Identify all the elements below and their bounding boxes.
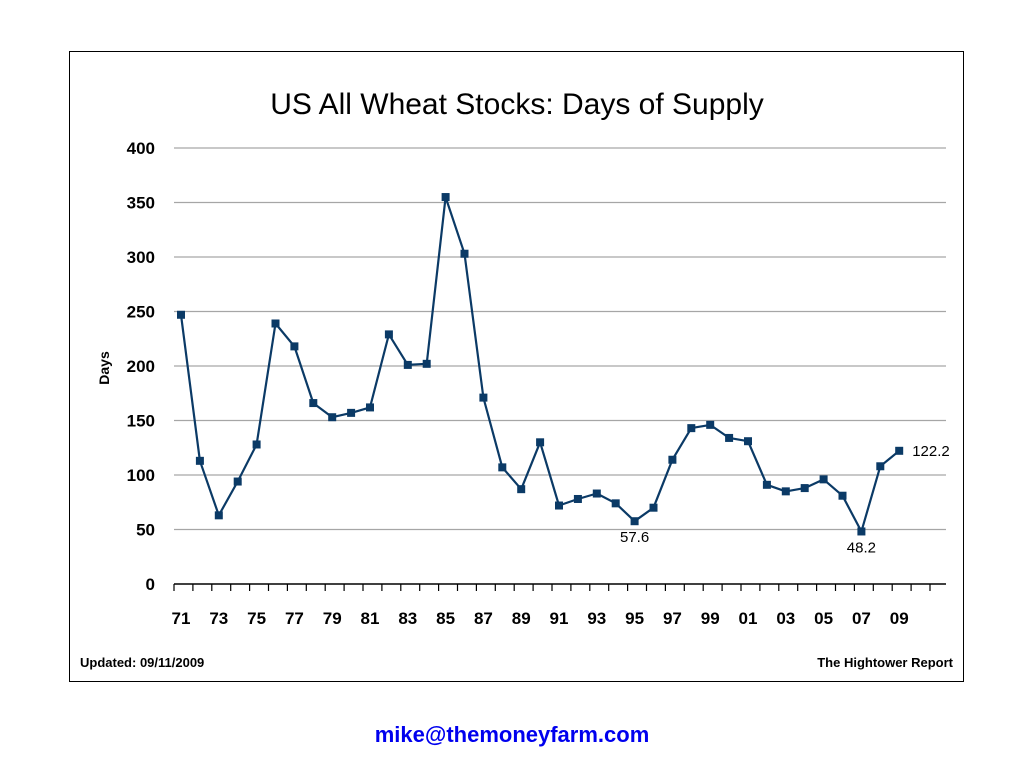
data-point [309, 399, 318, 408]
data-point [347, 408, 356, 417]
y-tick-label: 150 [127, 412, 155, 431]
data-point [668, 455, 677, 464]
data-point [403, 360, 412, 369]
data-label: 57.6 [620, 529, 649, 546]
x-tick-label: 01 [739, 609, 758, 628]
x-tick-label: 09 [890, 609, 909, 628]
data-point [630, 517, 639, 526]
data-point [819, 475, 828, 484]
y-tick-label: 400 [127, 139, 155, 158]
data-point [271, 319, 280, 328]
data-label: 122.2 [912, 443, 950, 460]
data-point [195, 456, 204, 465]
data-point [592, 489, 601, 498]
data-point [328, 413, 337, 422]
data-point [252, 440, 261, 449]
y-tick-labels: 0 50 100 150 200 250 300 350 400 [127, 139, 155, 594]
data-point [762, 480, 771, 489]
data-point [422, 359, 431, 368]
contact-email-link[interactable]: mike@themoneyfarm.com [374, 722, 650, 747]
x-tick-label: 05 [814, 609, 833, 628]
footer-updated: Updated: 09/11/2009 [80, 655, 204, 670]
data-point [838, 491, 847, 500]
data-point [498, 463, 507, 472]
data-point [744, 437, 752, 446]
data-label: 48.2 [847, 539, 876, 556]
x-tick-label: 99 [701, 609, 720, 628]
data-point [800, 484, 809, 493]
x-tick-label: 97 [663, 609, 682, 628]
data-point [214, 511, 223, 520]
data-point [441, 193, 450, 202]
y-tick-label: 50 [136, 521, 155, 540]
data-point [876, 462, 885, 471]
x-tick-label: 83 [398, 609, 417, 628]
footer-source: The Hightower Report [817, 655, 953, 670]
series-line [179, 196, 900, 533]
x-tick-label: 87 [474, 609, 493, 628]
y-tick-label: 300 [127, 248, 155, 267]
data-point [611, 499, 620, 508]
x-tick-label: 89 [512, 609, 531, 628]
annotations: 57.6 48.2 122.2 [620, 443, 950, 557]
series-group [177, 193, 904, 536]
x-tick-label: 91 [550, 609, 569, 628]
data-point [479, 393, 488, 402]
gridlines [174, 147, 946, 531]
data-point [649, 503, 658, 512]
data-point [233, 477, 242, 486]
x-tick-label: 79 [323, 609, 342, 628]
data-point [573, 494, 582, 503]
y-tick-label: 100 [127, 466, 155, 485]
chart-frame: US All Wheat Stocks: Days of Supply Days… [69, 51, 964, 682]
x-tick-labels: 71 73 75 77 79 81 83 85 87 89 91 93 95 97 99 01 03 05 07 09 [172, 609, 909, 628]
x-tick-label: 73 [209, 609, 228, 628]
data-point [687, 424, 696, 433]
data-point [177, 310, 185, 319]
x-tick-label: 93 [587, 609, 606, 628]
chart-title: US All Wheat Stocks: Days of Supply [270, 88, 764, 121]
x-tick-label: 03 [776, 609, 795, 628]
data-point [517, 485, 526, 494]
x-tick-label: 07 [852, 609, 871, 628]
data-point [706, 420, 715, 429]
chart-svg: US All Wheat Stocks: Days of Supply Days… [80, 88, 954, 670]
y-tick-label: 350 [127, 194, 155, 213]
x-tick-label: 77 [285, 609, 304, 628]
data-point [857, 527, 866, 536]
data-point [384, 330, 393, 339]
y-tick-label: 0 [146, 575, 155, 594]
data-point [725, 433, 734, 442]
data-point [555, 501, 563, 510]
x-axis [173, 583, 946, 591]
x-tick-label: 95 [625, 609, 644, 628]
data-point [366, 403, 374, 412]
x-tick-label: 71 [172, 609, 191, 628]
data-point [895, 446, 904, 455]
y-axis-title: Days [96, 351, 112, 385]
y-tick-label: 200 [127, 357, 155, 376]
x-tick-label: 85 [436, 609, 455, 628]
x-tick-label: 75 [247, 609, 266, 628]
data-point [460, 249, 469, 258]
data-point [536, 438, 545, 447]
data-point [290, 342, 299, 351]
data-point [781, 487, 790, 496]
y-tick-label: 250 [127, 303, 155, 322]
x-tick-label: 81 [361, 609, 380, 628]
